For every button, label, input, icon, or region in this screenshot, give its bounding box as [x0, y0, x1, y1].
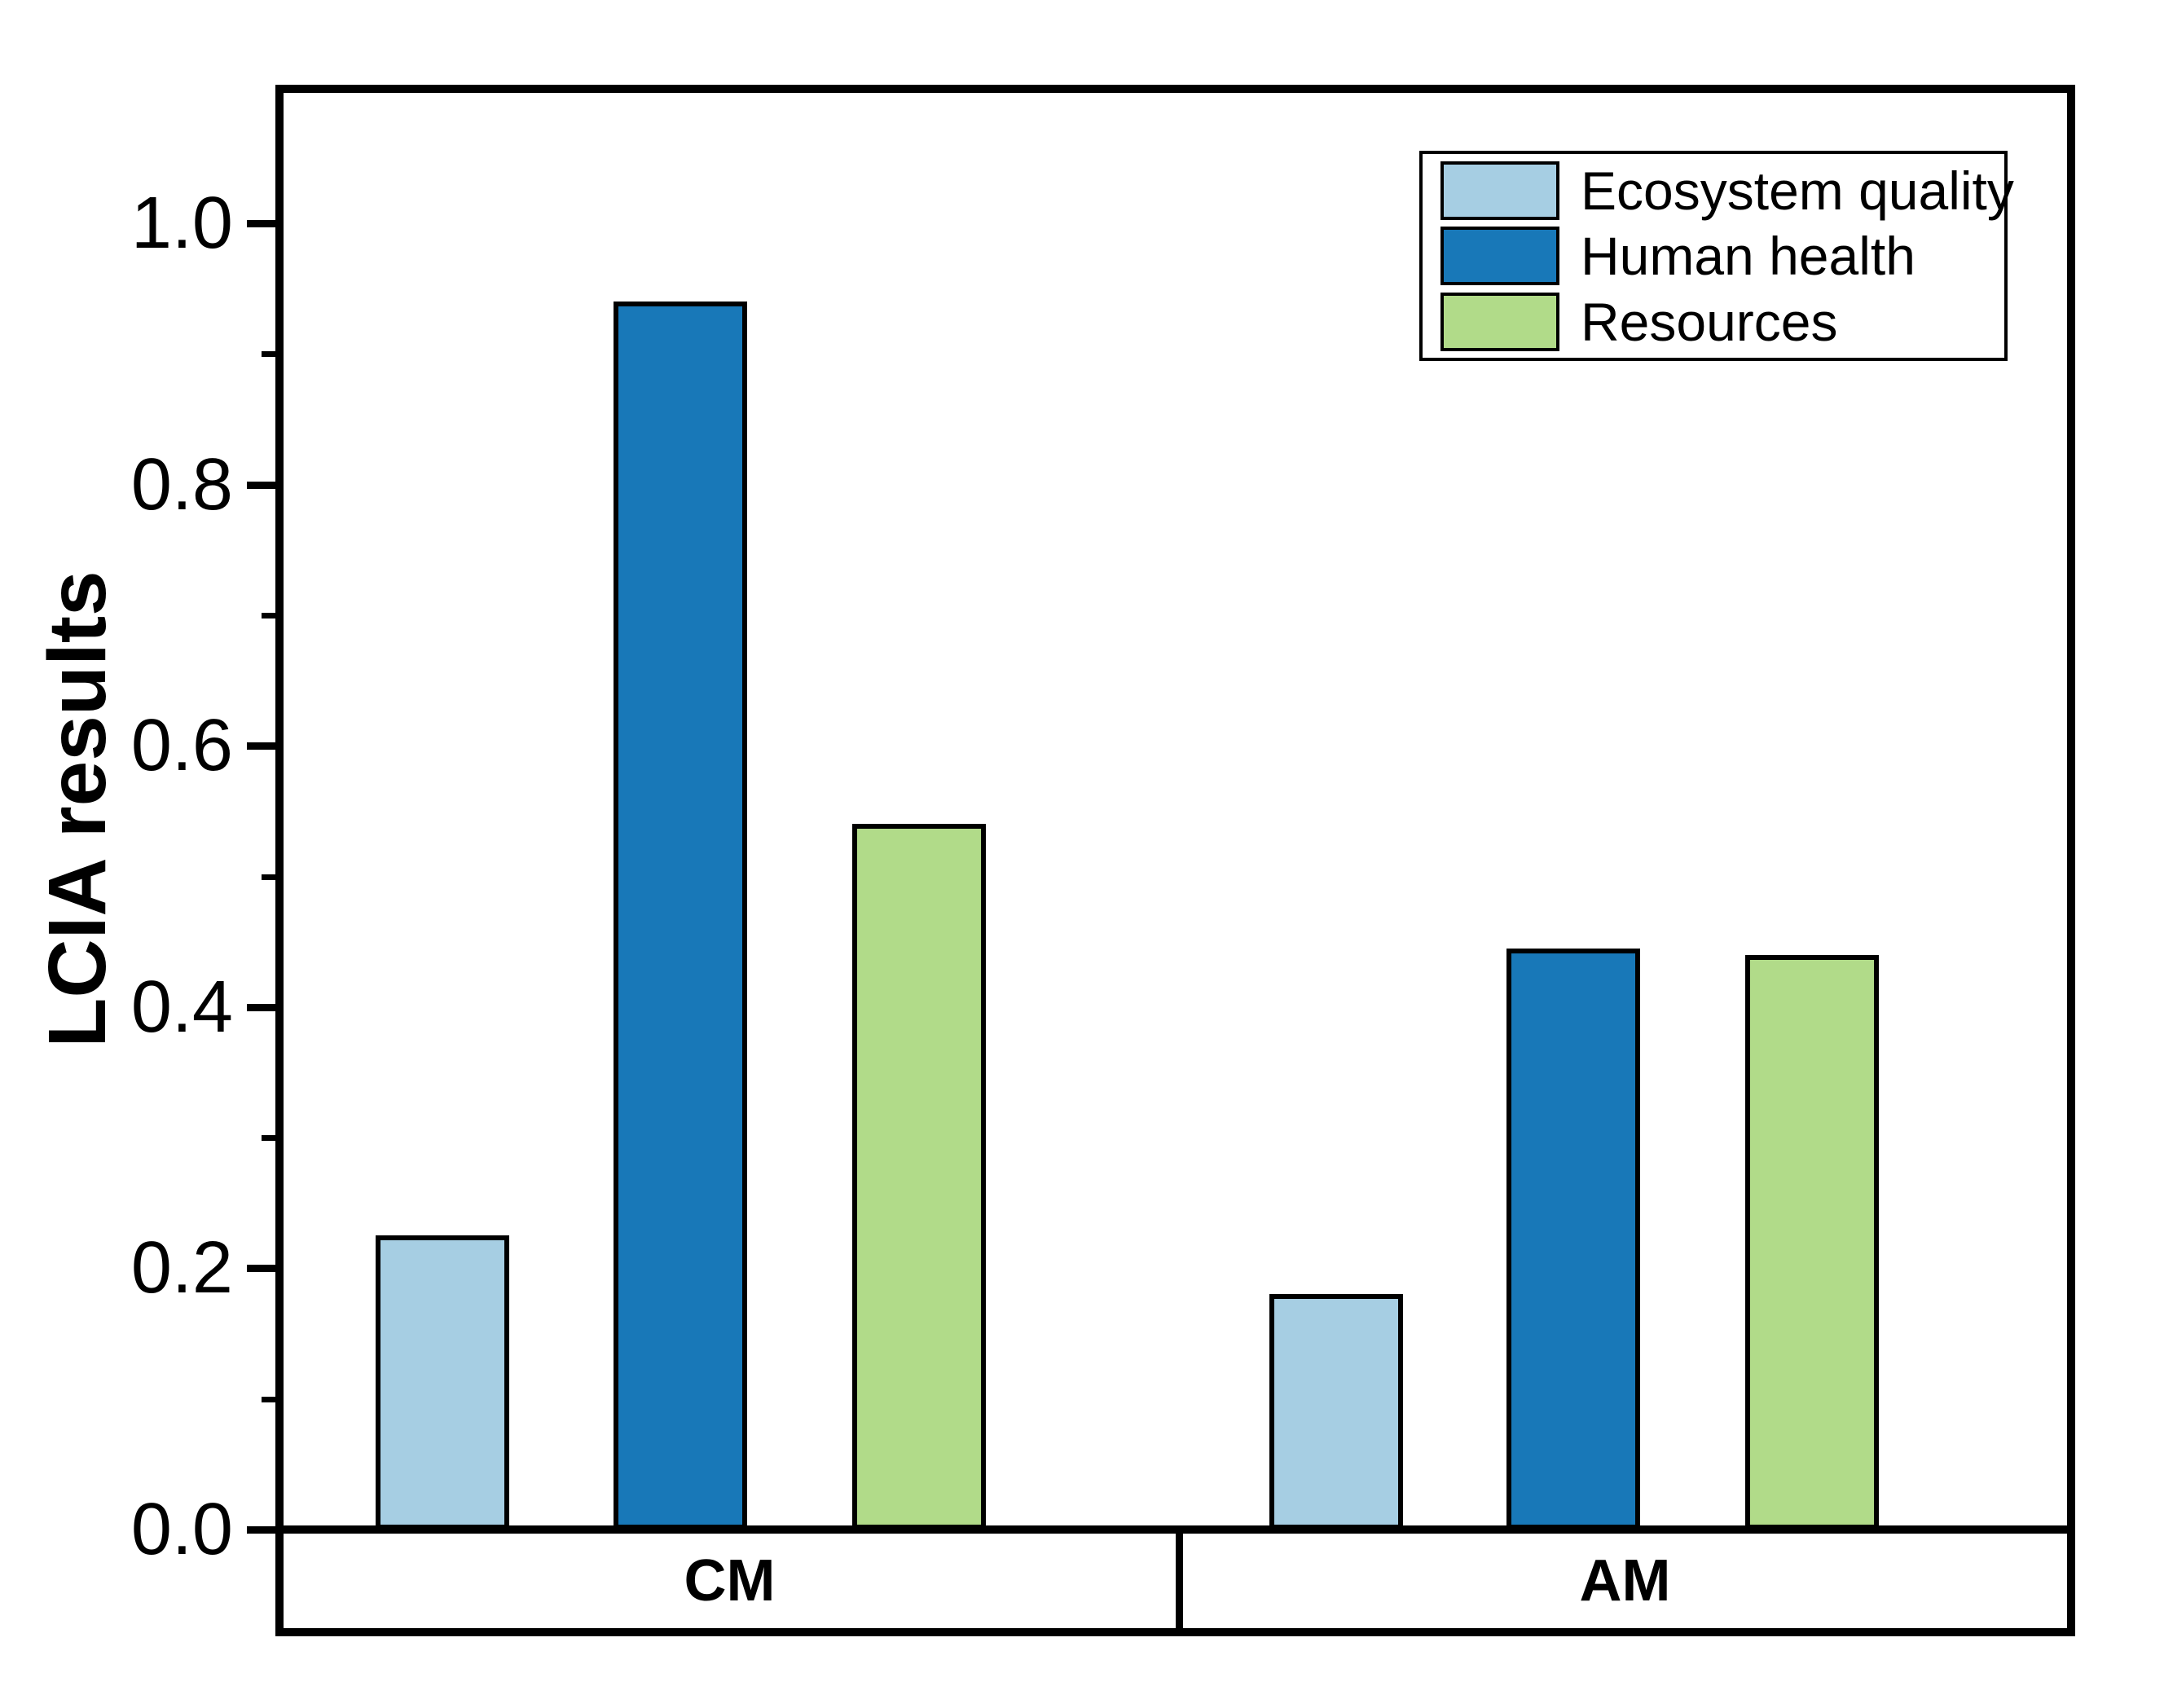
legend-label: Human health: [1581, 226, 1915, 286]
y-tick-label-0.2: 0.2: [130, 1227, 233, 1310]
y-tick-label-0.0: 0.0: [130, 1489, 233, 1570]
bar-cm-ecosystem-quality: [376, 1235, 509, 1530]
y-minor-tick-0.7: [262, 612, 284, 618]
y-tick-label-1.0: 1.0: [130, 183, 233, 264]
bar-cm-human-health: [614, 302, 747, 1530]
bar-am-ecosystem-quality: [1269, 1294, 1403, 1530]
y-minor-tick-0.5: [262, 874, 284, 880]
y-tick-label-0.4: 0.4: [130, 966, 233, 1048]
legend-swatch-resources: [1440, 292, 1559, 351]
y-major-tick-0.0: [247, 1526, 284, 1534]
y-tick-label-0.8: 0.8: [130, 443, 233, 526]
y-minor-tick-0.3: [262, 1135, 284, 1142]
y-minor-tick-0.9: [262, 351, 284, 358]
category-box-bottom-line: [275, 1628, 2075, 1636]
y-major-tick-0.4: [247, 1003, 284, 1011]
bar-am-human-health: [1506, 949, 1640, 1530]
y-axis-line: [275, 85, 284, 1636]
x-axis-line: [275, 1525, 2075, 1534]
legend-row-ecosystem-quality: Ecosystem quality: [1440, 161, 2014, 220]
bar-am-resources: [1745, 955, 1879, 1530]
legend-label: Ecosystem quality: [1581, 160, 2014, 221]
bar-cm-resources: [852, 824, 986, 1530]
legend: Ecosystem quality Human health Resources: [1419, 151, 2014, 361]
plot-border-right: [2067, 85, 2075, 1636]
y-minor-tick-0.1: [262, 1396, 284, 1402]
plot-border-top: [275, 85, 2075, 93]
y-major-tick-0.8: [247, 481, 284, 489]
category-label-am: AM: [1579, 1548, 1671, 1613]
legend-swatch-human-health: [1440, 227, 1559, 285]
y-major-tick-0.6: [247, 742, 284, 751]
y-major-tick-0.2: [247, 1265, 284, 1273]
y-tick-label-0.6: 0.6: [130, 705, 233, 787]
legend-label: Resources: [1581, 291, 1838, 352]
category-divider-line: [1176, 1530, 1183, 1632]
legend-row-human-health: Human health: [1440, 227, 2004, 285]
legend-row-resources: Resources: [1440, 291, 2004, 352]
legend-swatch-ecosystem-quality: [1440, 161, 1559, 220]
y-major-tick-1.0: [247, 220, 284, 227]
category-label-cm: CM: [684, 1548, 776, 1613]
